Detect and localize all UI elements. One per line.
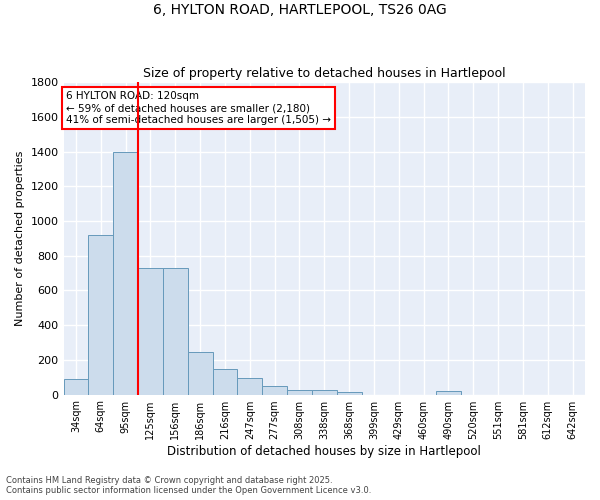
Bar (262, 386, 287, 394)
Bar (312, 390, 337, 394)
Bar (138, 268, 163, 394)
X-axis label: Distribution of detached houses by size in Hartlepool: Distribution of detached houses by size … (167, 444, 481, 458)
Bar (287, 390, 312, 394)
Text: 6 HYLTON ROAD: 120sqm
← 59% of detached houses are smaller (2,180)
41% of semi-d: 6 HYLTON ROAD: 120sqm ← 59% of detached … (66, 92, 331, 124)
Bar (163, 268, 188, 394)
Title: Size of property relative to detached houses in Hartlepool: Size of property relative to detached ho… (143, 66, 506, 80)
Bar (113, 152, 138, 394)
Text: Contains HM Land Registry data © Crown copyright and database right 2025.
Contai: Contains HM Land Registry data © Crown c… (6, 476, 371, 495)
Y-axis label: Number of detached properties: Number of detached properties (15, 150, 25, 326)
Bar (238, 378, 262, 394)
Bar (88, 235, 113, 394)
Bar (337, 392, 362, 394)
Bar (188, 352, 212, 395)
Bar (212, 370, 238, 394)
Bar (436, 392, 461, 394)
Text: 6, HYLTON ROAD, HARTLEPOOL, TS26 0AG: 6, HYLTON ROAD, HARTLEPOOL, TS26 0AG (153, 2, 447, 16)
Bar (64, 380, 88, 394)
